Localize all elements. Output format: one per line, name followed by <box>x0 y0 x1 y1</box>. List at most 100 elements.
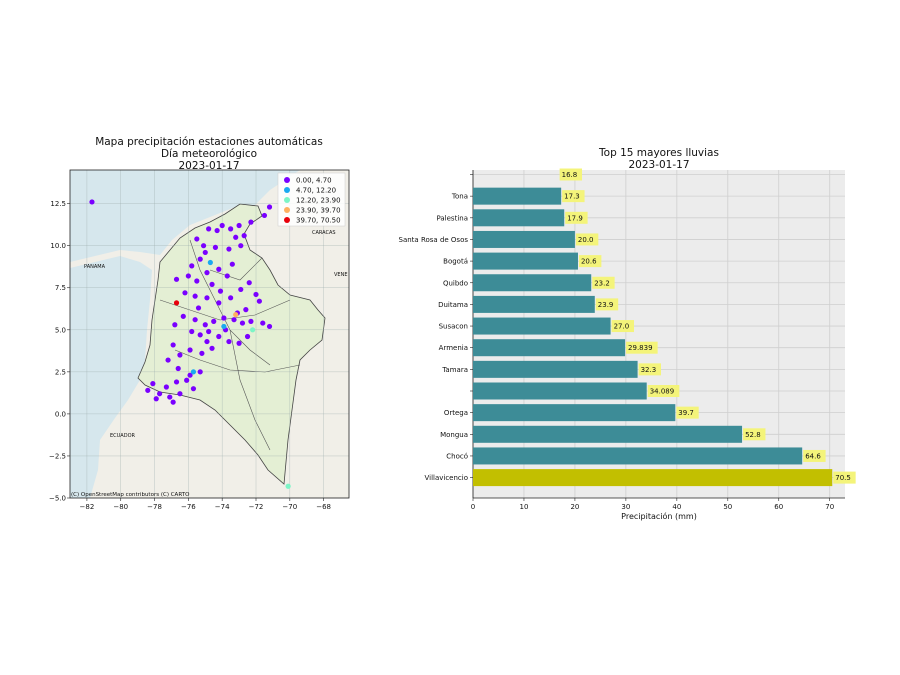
map-x-tick-label: −78 <box>147 503 162 511</box>
bar <box>473 295 595 313</box>
bar-value-label-box <box>562 190 585 203</box>
station-point <box>204 295 210 301</box>
station-point <box>221 323 227 330</box>
bar-value-label-box <box>611 320 634 333</box>
station-point <box>224 273 230 279</box>
station-point <box>187 347 193 353</box>
station-points <box>89 199 291 489</box>
station-point <box>189 328 195 335</box>
station-point <box>197 256 203 262</box>
bar-value-label: 23.9 <box>598 301 614 309</box>
label-venezuela: VENE <box>334 272 347 278</box>
map-x-ticks: −82 −80 −78 −76 −74 −72 −70 −68 <box>80 498 331 511</box>
bar-category-label: Susacon <box>439 323 468 331</box>
station-point <box>238 286 244 293</box>
station-point <box>197 369 203 375</box>
bar-title-line2: 2023-01-17 <box>628 159 689 171</box>
bar <box>473 382 647 400</box>
station-point <box>145 387 151 393</box>
station-point <box>180 313 186 319</box>
station-point <box>206 328 212 335</box>
label-caracas: CARACAS <box>312 230 336 236</box>
station-point <box>185 273 191 279</box>
station-point <box>238 243 244 249</box>
bar-value-label: 34.089 <box>650 388 675 396</box>
bar <box>473 252 578 270</box>
station-point <box>194 278 200 284</box>
map-panel: Mapa precipitación estaciones automática… <box>49 136 350 511</box>
map-gridlines <box>70 170 349 499</box>
bar-x-tick-label: 40 <box>672 503 681 511</box>
station-point <box>253 291 259 298</box>
bar-value-label-box <box>559 168 583 181</box>
bar-value-label: 29.839 <box>628 344 653 352</box>
bars: 16.8 17.3 Tona 17.9 Palestina 20.0 Santa Rosa … <box>399 168 856 487</box>
bar-value-label: 20.0 <box>578 236 594 244</box>
map-x-tick-label: −72 <box>249 503 264 511</box>
bar-value-label-box <box>803 449 826 462</box>
map-title-line2: Día meteorológico <box>161 148 257 160</box>
station-point <box>184 377 190 383</box>
station-point <box>231 317 237 323</box>
bar-value-label: 39.7 <box>678 409 694 417</box>
station-point <box>187 372 193 378</box>
bar-value-label: 32.3 <box>641 366 657 374</box>
station-point <box>192 293 198 299</box>
station-point <box>194 236 200 242</box>
station-point <box>197 332 203 338</box>
station-point <box>153 396 159 402</box>
station-point <box>195 305 202 311</box>
map-x-tick-label: −74 <box>215 503 230 511</box>
station-point <box>226 338 232 345</box>
bar-value-label: 17.9 <box>567 214 583 222</box>
bar-value-label: 27.0 <box>614 323 630 331</box>
station-point <box>229 261 235 267</box>
station-point <box>199 350 205 356</box>
station-point <box>236 340 242 346</box>
legend-label: 23.90, 39.70 <box>296 207 341 215</box>
station-point <box>256 298 262 304</box>
map-y-tick-label: −5.0 <box>49 495 66 503</box>
map-legend: 0.00, 4.70 4.70, 12.20 12.20, 23.90 23.90, … <box>277 172 346 227</box>
station-point <box>150 381 156 387</box>
bar <box>473 425 743 443</box>
bar-value-label-box <box>833 471 856 484</box>
bar-x-tick-label: 70 <box>825 503 834 511</box>
bar-category-label: Duitama <box>438 301 468 309</box>
bar-x-tick-label: 0 <box>471 503 475 511</box>
bar-category-label: Ortega <box>444 409 468 417</box>
bar-value-label: 70.5 <box>835 474 851 482</box>
bar <box>473 274 592 292</box>
station-point <box>216 266 222 272</box>
station-point <box>228 295 234 301</box>
bar <box>473 209 565 227</box>
map-x-tick-label: −80 <box>113 503 128 511</box>
bar-x-tick-label: 50 <box>723 503 732 511</box>
station-point <box>228 226 234 232</box>
bar-value-label-box <box>743 428 766 441</box>
station-point <box>192 317 198 323</box>
station-point <box>170 342 176 348</box>
station-point <box>285 483 291 489</box>
bar <box>473 404 676 422</box>
bar <box>473 339 626 357</box>
station-point <box>266 204 273 210</box>
station-point <box>89 199 95 205</box>
station-point <box>207 259 213 266</box>
station-point <box>177 391 183 397</box>
legend-marker <box>284 197 290 203</box>
station-point <box>226 246 232 252</box>
bar <box>473 469 833 487</box>
map-legend-items: 0.00, 4.70 4.70, 12.20 12.20, 23.90 23.90, … <box>284 177 341 225</box>
station-point <box>248 318 254 324</box>
map-y-tick-label: 0.0 <box>55 410 66 418</box>
bar-category-label: Villavicencio <box>424 474 468 482</box>
map-x-tick-label: −70 <box>282 503 297 511</box>
map-x-tick-label: −68 <box>316 503 331 511</box>
bar-value-label: 23.2 <box>594 279 610 287</box>
map-frame <box>69 169 350 499</box>
bar-value-label: 64.6 <box>805 452 821 460</box>
label-panama: PANAMA <box>84 264 106 270</box>
station-point <box>173 300 180 306</box>
station-point <box>175 365 181 372</box>
